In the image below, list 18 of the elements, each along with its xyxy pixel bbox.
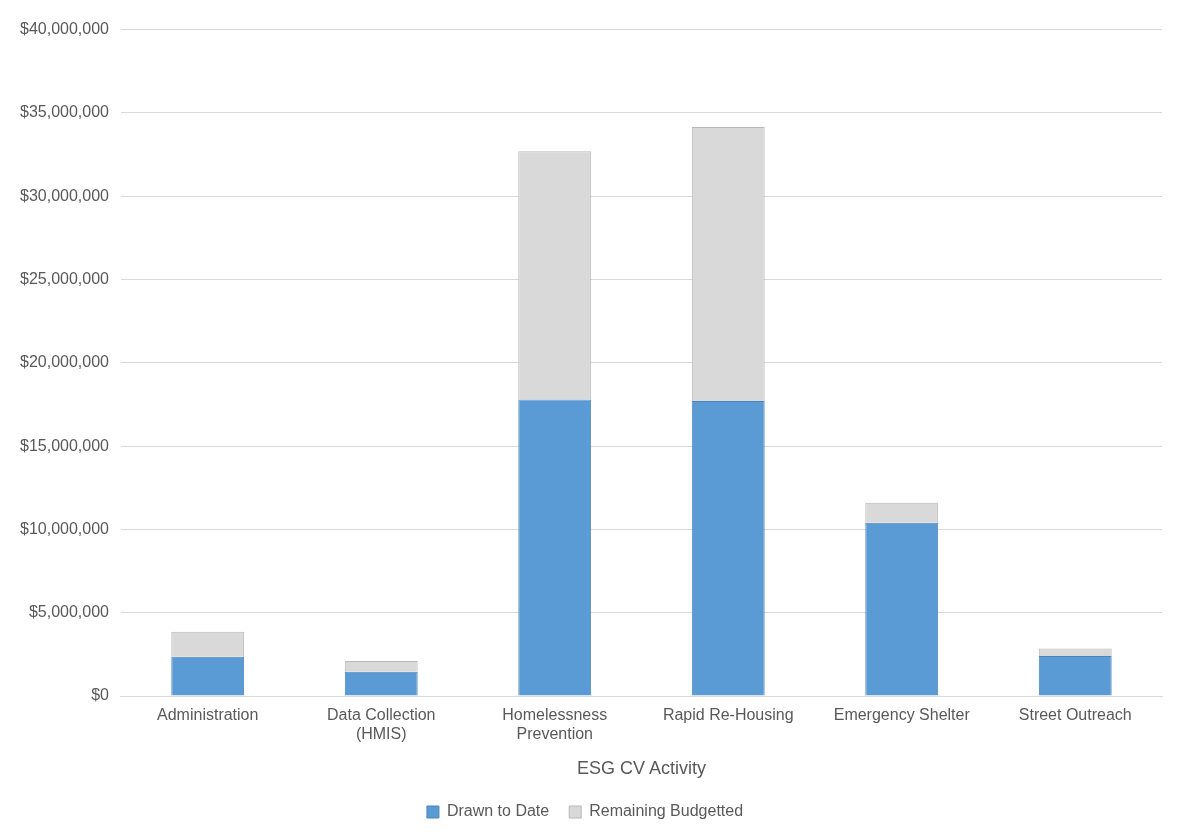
y-tick-label: $20,000,000 [19,353,110,371]
y-tick-label: $40,000,000 [19,20,110,38]
y-tick-label: $0 [91,686,110,704]
x-tick-label: Rapid Re-Housing [662,706,794,724]
x-tick-label: Administration [157,706,259,724]
y-tick-label: $30,000,000 [19,186,110,204]
x-tick-label: Data Collection (HMIS) [326,706,436,743]
x-axis-title: ESG CV Activity [576,758,707,779]
legend-label: Drawn to Date [446,802,550,820]
legend-label: Remaining Budgetted [589,802,744,820]
y-tick-label: $25,000,000 [19,269,110,287]
y-tick-label: $35,000,000 [19,103,110,121]
y-tick-label: $10,000,000 [19,519,110,537]
y-tick-label: $5,000,000 [28,603,110,621]
x-tick-label: Homelessness Prevention [502,706,608,743]
x-tick-label: Emergency Shelter [833,706,971,724]
y-tick-label: $15,000,000 [19,436,110,454]
x-tick-label: Street Outreach [1018,706,1132,724]
